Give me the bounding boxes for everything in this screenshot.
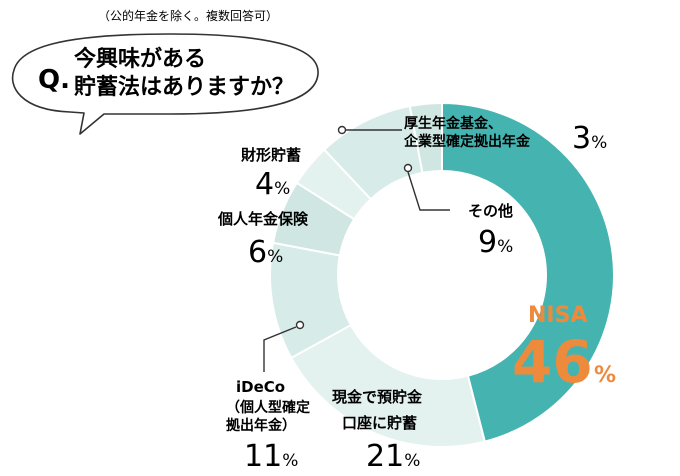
label-ideco-line-2: （個人型確定 [226,399,310,416]
question-prefix: Q. [38,65,70,95]
question-line-1: 今興味がある [74,46,206,72]
label-pension-line-2: 企業型確定拠出年金 [403,133,531,150]
leader-lines [263,125,450,372]
label-kojin-nenkin: 個人年金保険 [217,210,309,228]
label-other: その他 [468,202,513,220]
label-ideco-line-3: 拠出年金） [226,417,296,434]
note-text: （公的年金を除く。複数回答可） [98,8,278,23]
value-ideco: 11% [244,439,298,474]
label-cash-line-1: 現金で預貯金 [332,388,423,406]
leader-dot-other [403,163,413,173]
label-zaikei: 財形貯蓄 [240,146,301,164]
leader-dot-pension [337,125,347,135]
label-cash-line-2: 口座に貯蓄 [342,414,417,432]
value-nisa: 46 [512,328,593,396]
label-ideco-line-1: iDeCo [236,378,285,396]
leader-line-other [407,171,450,211]
label-pension-line-1: 厚生年金基金、 [404,115,502,132]
value-zaikei: 4% [255,167,290,202]
speech-bubble [11,33,319,135]
value-pension: 3% [572,121,607,156]
value-cash: 21% [366,439,420,474]
question-line-2: 貯蓄法はありますか？ [74,74,294,100]
leader-dot-ideco [295,320,305,330]
value-nisa-unit: % [594,363,616,388]
leader-line-ideco [263,326,297,372]
value-other: 9% [478,225,513,260]
value-kojin-nenkin: 6% [248,235,283,270]
donut-slice-0 [441,101,615,443]
donut-slice-6 [408,101,443,175]
label-nisa: NISA [528,303,587,328]
